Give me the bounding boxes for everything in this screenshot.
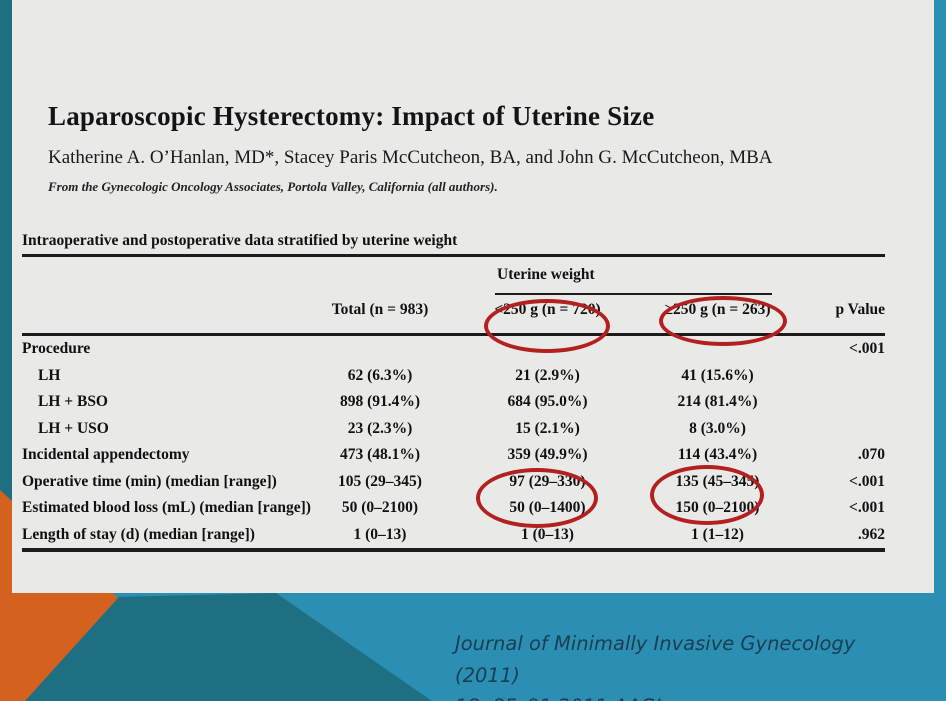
paper-authors: Katherine A. O’Hanlan, MD*, Stacey Paris… [48, 147, 773, 168]
cell-total: 50 (0–2100) [341, 499, 419, 517]
row-label: Estimated blood loss (mL) (median [range… [22, 499, 311, 517]
row-label: Procedure [22, 340, 91, 358]
row-label: Incidental appendectomy [22, 446, 190, 464]
bottom-dark-teal-triangle [20, 593, 432, 701]
cell-pvalue: <.001 [849, 499, 885, 517]
paper-affiliation: From the Gynecologic Oncology Associates… [48, 179, 498, 194]
citation-line-2: 18, 85–91 2011 AAGL. [455, 691, 915, 701]
cell-lt250: 1 (0–13) [521, 525, 574, 543]
paper-title: Laparoscopic Hysterectomy: Impact of Ute… [48, 101, 655, 131]
cell-total: 473 (48.1%) [339, 446, 421, 464]
cell-pvalue: <.001 [849, 472, 885, 490]
row-label: Length of stay (d) (median [range]) [22, 525, 255, 543]
cell-pvalue: .962 [857, 525, 885, 543]
cell-gte250: 150 (0–2100) [675, 499, 760, 517]
column-header-total: Total (n = 983) [331, 301, 429, 318]
cell-lt250: 50 (0–1400) [509, 499, 586, 517]
cell-lt250: 684 (95.0%) [507, 393, 588, 411]
cell-lt250: 359 (49.9%) [507, 446, 588, 464]
cell-lt250: 97 (29–330) [509, 472, 586, 490]
cell-lt250: 21 (2.9%) [515, 366, 580, 384]
cell-gte250: 114 (43.4%) [677, 446, 758, 464]
row-label: Operative time (min) (median [range]) [22, 472, 277, 490]
row-label: LH + USO [38, 419, 109, 437]
cell-gte250: 8 (3.0%) [689, 419, 746, 437]
cell-gte250: 214 (81.4%) [677, 393, 758, 411]
column-header-blank [22, 301, 300, 319]
table-row: Procedure <.001 [22, 336, 885, 363]
column-headers-row: Total (n = 983) <250 g (n = 720) ≥250 g … [22, 301, 885, 319]
table-caption: Intraoperative and postoperative data st… [22, 232, 458, 249]
cell-total: 23 (2.3%) [347, 419, 413, 437]
table-row: LH + BSO 898 (91.4%) 684 (95.0%) 214 (81… [22, 389, 885, 416]
table-row: Operative time (min) (median [range]) 10… [22, 469, 885, 496]
table-body: Procedure <.001 LH 62 (6.3%) 21 (2.9%) 4… [22, 336, 885, 548]
cell-lt250: 15 (2.1%) [515, 419, 580, 437]
column-header-lt250: <250 g (n = 720) [494, 301, 601, 318]
cell-total: 105 (29–345) [338, 472, 422, 490]
citation: Journal of Minimally Invasive Gynecology… [455, 628, 915, 701]
column-header-pvalue: p Value [835, 301, 885, 318]
cell-gte250: 41 (15.6%) [681, 366, 754, 384]
row-label: LH [38, 366, 61, 384]
group-header-underline [495, 293, 772, 295]
citation-line-1: Journal of Minimally Invasive Gynecology… [455, 632, 856, 687]
table-row: Estimated blood loss (mL) (median [range… [22, 495, 885, 522]
table-row: LH 62 (6.3%) 21 (2.9%) 41 (15.6%) [22, 363, 885, 390]
column-header-gte250: ≥250 g (n = 263) [664, 301, 771, 318]
cell-total: 62 (6.3%) [347, 366, 413, 384]
cell-gte250: 135 (45–345) [675, 472, 760, 490]
data-table: Intraoperative and postoperative data st… [22, 232, 885, 552]
table-row: Incidental appendectomy 473 (48.1%) 359 … [22, 442, 885, 469]
table-row: LH + USO 23 (2.3%) 15 (2.1%) 8 (3.0%) [22, 416, 885, 443]
left-edge-dark-teal-strip [0, 0, 12, 545]
cell-pvalue: .070 [857, 446, 885, 464]
table-bottom-rule [22, 548, 885, 552]
group-header-uterine-weight: Uterine weight [497, 266, 595, 283]
table-header: Uterine weight Total (n = 983) <250 g (n… [22, 257, 885, 333]
table-top-rule [22, 254, 885, 257]
cell-gte250: 1 (1–12) [691, 525, 744, 543]
table-header-rule [22, 333, 885, 336]
cell-total: 1 (0–13) [353, 525, 407, 543]
row-label: LH + BSO [38, 393, 108, 411]
cell-pvalue: <.001 [849, 340, 885, 358]
table-row: Length of stay (d) (median [range]) 1 (0… [22, 522, 885, 549]
cell-total: 898 (91.4%) [339, 393, 421, 411]
